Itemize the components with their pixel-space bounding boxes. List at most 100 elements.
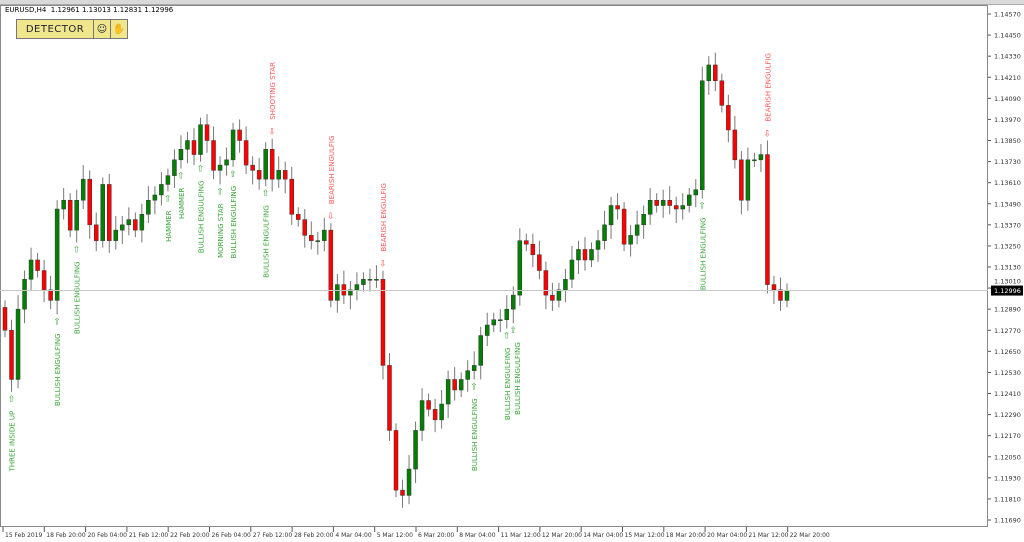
- price-tick-label: 1.14210: [994, 74, 1021, 82]
- time-tick-label: 4 Mar 04:00: [335, 532, 371, 539]
- plot-area: [0, 5, 988, 527]
- pattern-label: BULLISH ENGULFING: [74, 261, 82, 334]
- price-tick-label: 1.13490: [994, 200, 1021, 208]
- pattern-label: THREE INSIDE UP: [9, 411, 17, 473]
- time-tick-label: 8 Mar 04:00: [459, 532, 495, 539]
- time-tick-label: 14 Mar 04:00: [583, 532, 623, 539]
- bull-candle: [113, 229, 119, 241]
- bear-candle: [296, 214, 301, 220]
- price-tick-label: 1.12410: [994, 390, 1021, 398]
- price-tick-label: 1.12530: [994, 369, 1021, 377]
- bull-candle: [745, 159, 751, 201]
- bear-candle: [9, 330, 14, 380]
- down-arrow-icon: ⇩: [764, 130, 772, 140]
- bull-candle: [100, 184, 105, 241]
- bear-candle: [380, 279, 386, 366]
- time-tick-label: 6 Mar 20:00: [418, 532, 454, 539]
- bull-candle: [61, 199, 66, 210]
- time-tick-label: 27 Feb 12:00: [253, 532, 293, 539]
- down-arrow-icon: ⇩: [268, 128, 276, 138]
- bull-candle: [263, 149, 268, 180]
- bull-candle: [367, 279, 373, 281]
- bull-candle: [348, 289, 353, 296]
- up-arrow-icon: ⇧: [8, 395, 16, 405]
- price-tick-label: 1.12650: [994, 348, 1021, 356]
- detector-panel: DETECTOR ☺ ✋: [16, 19, 128, 39]
- pattern-label: BULLISH ENGULFING: [198, 181, 206, 254]
- bull-candle: [687, 194, 692, 206]
- bull-candle: [276, 170, 281, 180]
- price-tick-label: 1.13970: [994, 116, 1021, 124]
- bull-candle: [576, 249, 581, 261]
- up-arrow-icon: ⇧: [197, 165, 205, 175]
- bull-candle: [660, 199, 666, 206]
- time-tick-label: 22 Feb 20:00: [170, 532, 210, 539]
- up-arrow-icon: ⇧: [53, 317, 61, 327]
- bull-candle: [74, 199, 79, 231]
- price-tick-label: 1.11930: [994, 474, 1021, 482]
- bear-candle: [328, 229, 334, 301]
- bear-candle: [778, 289, 783, 301]
- bull-candle: [15, 308, 21, 380]
- bear-candle: [673, 205, 679, 210]
- bull-candle: [354, 284, 360, 291]
- bull-candle: [700, 80, 705, 190]
- hand-icon[interactable]: ✋: [111, 20, 127, 38]
- bear-candle: [387, 365, 392, 431]
- bull-candle: [217, 164, 223, 171]
- bear-candle: [654, 199, 659, 206]
- bull-candle: [439, 403, 444, 421]
- bull-candle: [602, 224, 607, 241]
- time-tick-label: 15 Mar 12:00: [625, 532, 665, 539]
- bull-candle: [641, 214, 646, 226]
- price-tick-label: 1.14450: [994, 32, 1021, 40]
- up-arrow-icon: ⇧: [73, 245, 81, 255]
- bear-candle: [732, 129, 738, 161]
- down-arrow-icon: ⇩: [327, 212, 335, 222]
- bear-candle: [719, 80, 725, 106]
- pattern-label: BULLISH ENGULFING: [230, 186, 238, 259]
- smiley-icon[interactable]: ☺: [94, 20, 110, 38]
- bear-candle: [452, 379, 457, 391]
- bear-candle: [250, 164, 255, 171]
- pattern-label: HAMMER: [165, 210, 173, 242]
- bear-candle: [107, 184, 112, 241]
- bull-candle: [198, 124, 203, 155]
- bear-candle: [87, 178, 92, 226]
- time-tick-label: 18 Feb 20:00: [46, 532, 86, 539]
- detector-button[interactable]: DETECTOR: [17, 20, 93, 38]
- price-tick-label: 1.12050: [994, 453, 1021, 461]
- bull-candle: [758, 154, 764, 161]
- bear-candle: [35, 259, 40, 271]
- bull-candle: [465, 370, 470, 380]
- bear-candle: [93, 224, 99, 241]
- up-arrow-icon: ⇧: [229, 170, 237, 180]
- bear-candle: [289, 178, 294, 215]
- up-arrow-icon: ⇧: [262, 189, 270, 199]
- bull-candle: [178, 149, 184, 161]
- price-tick-label: 1.13130: [994, 264, 1021, 272]
- up-arrow-icon: ⇧: [510, 326, 518, 336]
- bull-candle: [680, 205, 685, 210]
- pattern-label: BULLISH ENGULFING: [54, 333, 62, 406]
- time-tick-label: 20 Mar 04:00: [707, 532, 747, 539]
- bear-candle: [341, 284, 347, 296]
- time-axis: 15 Feb 2019 18 Feb 20:00 20 Feb 04:00 21 Fe…: [2, 527, 830, 539]
- bull-candle: [628, 235, 633, 245]
- bear-candle: [543, 270, 549, 296]
- time-tick-label: 20 Feb 04:00: [88, 532, 128, 539]
- price-tick-label: 1.12170: [994, 432, 1021, 440]
- time-tick-label: 18 Mar 20:00: [666, 532, 706, 539]
- bear-candle: [211, 140, 216, 171]
- down-arrow-icon: ⇩: [379, 260, 387, 270]
- price-tick-label: 1.11810: [994, 495, 1021, 503]
- current-price-label: 1.12996: [994, 287, 1021, 295]
- bear-candle: [191, 140, 197, 155]
- price-tick-label: 1.14570: [994, 11, 1021, 19]
- bear-candle: [524, 240, 529, 245]
- bull-candle: [458, 379, 464, 391]
- up-arrow-icon: ⇧: [164, 194, 172, 204]
- bear-candle: [237, 129, 242, 141]
- bear-candle: [739, 159, 744, 201]
